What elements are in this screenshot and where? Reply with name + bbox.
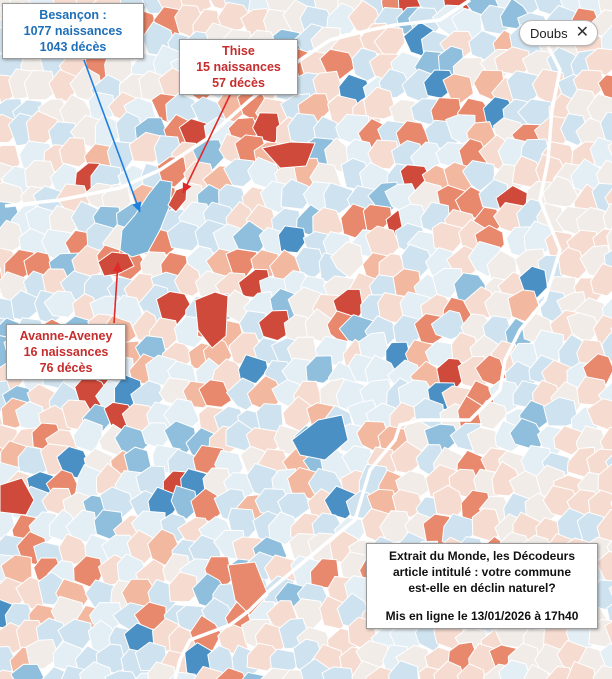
callout-thise-births: 15 naissances xyxy=(196,60,281,74)
commune-cell[interactable] xyxy=(104,670,140,679)
commune-cell[interactable] xyxy=(433,660,466,679)
commune-cell[interactable] xyxy=(223,158,257,188)
commune-cell[interactable] xyxy=(601,332,612,367)
callout-avanne-births: 16 naissances xyxy=(23,345,109,359)
source-note-line-3: est-elle en déclin naturel? xyxy=(408,581,556,595)
callout-arrows xyxy=(83,59,231,324)
source-note-line-1: Extrait du Monde, les Décodeurs xyxy=(388,549,576,563)
commune-cell[interactable] xyxy=(58,137,88,168)
commune-cell[interactable] xyxy=(590,263,612,297)
callout-thise-name: Thise xyxy=(222,44,255,58)
commune-cell[interactable] xyxy=(10,663,47,679)
source-note: Extrait du Monde, les Décodeurs article … xyxy=(366,543,598,629)
department-filter-chip[interactable]: Doubs ✕ xyxy=(519,20,598,46)
commune-cell[interactable] xyxy=(608,577,612,612)
callout-avanne-aveney: Avanne-Aveney 16 naissances 76 décès xyxy=(6,324,126,380)
commune-cell[interactable] xyxy=(323,182,356,214)
commune-cell[interactable] xyxy=(237,354,269,385)
callout-thise-deaths: 57 décès xyxy=(212,76,265,90)
commune-cell[interactable] xyxy=(596,508,612,548)
commune-cell[interactable] xyxy=(277,225,307,254)
commune-thise[interactable] xyxy=(167,185,188,213)
commune-cell[interactable] xyxy=(25,638,60,670)
commune-highlight-south[interactable] xyxy=(291,414,349,461)
commune-highlight-center[interactable] xyxy=(194,291,229,349)
commune-cell[interactable] xyxy=(498,659,532,679)
commune-cell[interactable] xyxy=(597,0,612,13)
callout-avanne-deaths: 76 décès xyxy=(39,361,93,375)
commune-cell[interactable] xyxy=(597,463,612,496)
commune-cell[interactable] xyxy=(456,663,487,679)
arrow-besancon xyxy=(83,59,142,213)
commune-cell[interactable] xyxy=(280,178,314,210)
callout-avanne-name: Avanne-Aveney xyxy=(19,329,113,343)
commune-cell[interactable] xyxy=(597,74,612,105)
commune-cell[interactable] xyxy=(363,86,397,120)
commune-cell[interactable] xyxy=(305,355,334,384)
commune-cell[interactable] xyxy=(586,397,612,432)
commune-besancon[interactable] xyxy=(119,179,173,258)
commune-cell[interactable] xyxy=(391,488,425,518)
commune-cell[interactable] xyxy=(367,139,401,170)
commune-cell[interactable] xyxy=(166,220,204,252)
commune-cell[interactable] xyxy=(600,23,612,55)
commune-cell[interactable] xyxy=(43,290,79,318)
commune-cell[interactable] xyxy=(523,663,556,679)
commune-cell[interactable] xyxy=(566,660,596,679)
commune-cell[interactable] xyxy=(602,203,612,235)
commune-cell[interactable] xyxy=(79,661,113,679)
commune-cell[interactable] xyxy=(430,309,468,341)
department-filter-label: Doubs xyxy=(530,25,568,41)
arrow-thise xyxy=(182,94,231,194)
commune-highlight-north[interactable] xyxy=(261,141,316,169)
commune-cell[interactable] xyxy=(388,660,419,679)
commune-cell[interactable] xyxy=(258,309,293,342)
commune-cell[interactable] xyxy=(599,642,612,675)
commune-cell[interactable] xyxy=(321,666,355,679)
arrow-avanne-aveney xyxy=(112,261,123,324)
callout-thise: Thise 15 naissances 57 décès xyxy=(179,39,298,95)
commune-cell[interactable] xyxy=(170,484,199,520)
commune-cell[interactable] xyxy=(23,69,57,101)
callout-besancon-deaths: 1043 décès xyxy=(39,40,107,54)
commune-cell[interactable] xyxy=(604,618,612,646)
commune-cell[interactable] xyxy=(592,664,612,679)
source-note-line-4: Mis en ligne le 13/01/2026 à 17h40 xyxy=(385,609,579,623)
commune-cell[interactable] xyxy=(198,379,233,408)
commune-cell[interactable] xyxy=(168,571,199,603)
commune-cell[interactable] xyxy=(156,156,188,188)
commune-cell[interactable] xyxy=(215,667,249,679)
callout-besancon-name: Besançon : xyxy=(39,8,107,22)
callout-besancon-births: 1077 naissances xyxy=(23,24,123,38)
commune-highlight-west[interactable] xyxy=(0,477,35,516)
commune-cell[interactable] xyxy=(607,138,612,169)
callout-besancon: Besançon : 1077 naissances 1043 décès xyxy=(2,3,144,59)
commune-cell[interactable] xyxy=(545,665,573,679)
commune-cell[interactable] xyxy=(147,661,176,679)
close-icon[interactable]: ✕ xyxy=(575,24,589,41)
source-note-line-2: article intitulé : votre commune xyxy=(392,565,572,579)
commune-cell[interactable] xyxy=(605,226,612,260)
commune-cell[interactable] xyxy=(173,262,204,297)
commune-cell[interactable] xyxy=(24,159,58,190)
commune-cell[interactable] xyxy=(599,111,612,145)
